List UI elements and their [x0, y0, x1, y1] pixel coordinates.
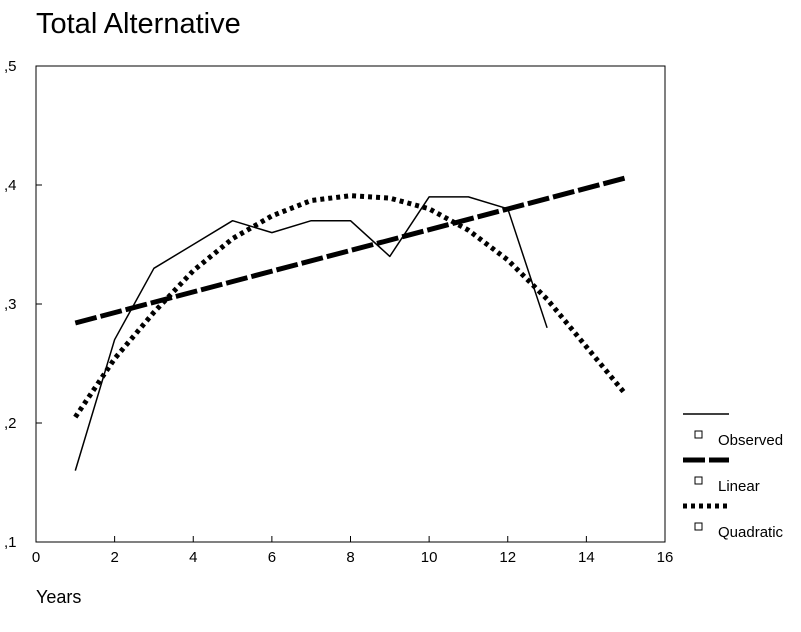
y-tick-label: ,1: [4, 534, 17, 551]
y-tick-label: ,5: [4, 58, 17, 75]
legend-label-quadratic: Quadratic: [718, 524, 784, 541]
legend-label-observed: Observed: [718, 432, 783, 449]
x-tick-label: 16: [657, 549, 674, 566]
legend-marker-icon: [694, 430, 703, 439]
plot-area-border: [35, 65, 666, 543]
legend-label-linear: Linear: [718, 478, 760, 495]
chart-title: Total Alternative: [36, 8, 241, 40]
x-tick-label: 10: [421, 549, 438, 566]
series-line-observed: [74, 196, 548, 471]
x-tick-label: 6: [268, 549, 276, 566]
x-axis: 0 2 4 6 8 10 12 14 16: [32, 536, 674, 566]
x-tick-label: 2: [110, 549, 118, 566]
series-line-linear: [74, 175, 627, 326]
x-tick-label: 0: [32, 549, 40, 566]
series-lines: [73, 175, 628, 471]
x-tick-label: 4: [189, 549, 197, 566]
x-axis-label: Years: [36, 587, 82, 607]
series-line-quadratic: [73, 193, 628, 419]
x-tick-label: 14: [578, 549, 595, 566]
y-tick-label: ,4: [4, 177, 17, 194]
legend-marker-icon: [694, 522, 703, 531]
plot-frame: [35, 65, 666, 543]
legend: Observed Linear Quadratic: [683, 413, 784, 541]
legend-marker-icon: [694, 476, 703, 485]
y-tick-label: ,3: [4, 296, 17, 313]
x-tick-label: 8: [346, 549, 354, 566]
y-axis: ,1 ,2 ,3 ,4 ,5: [4, 58, 42, 551]
x-tick-label: 12: [499, 549, 516, 566]
y-tick-label: ,2: [4, 415, 17, 432]
